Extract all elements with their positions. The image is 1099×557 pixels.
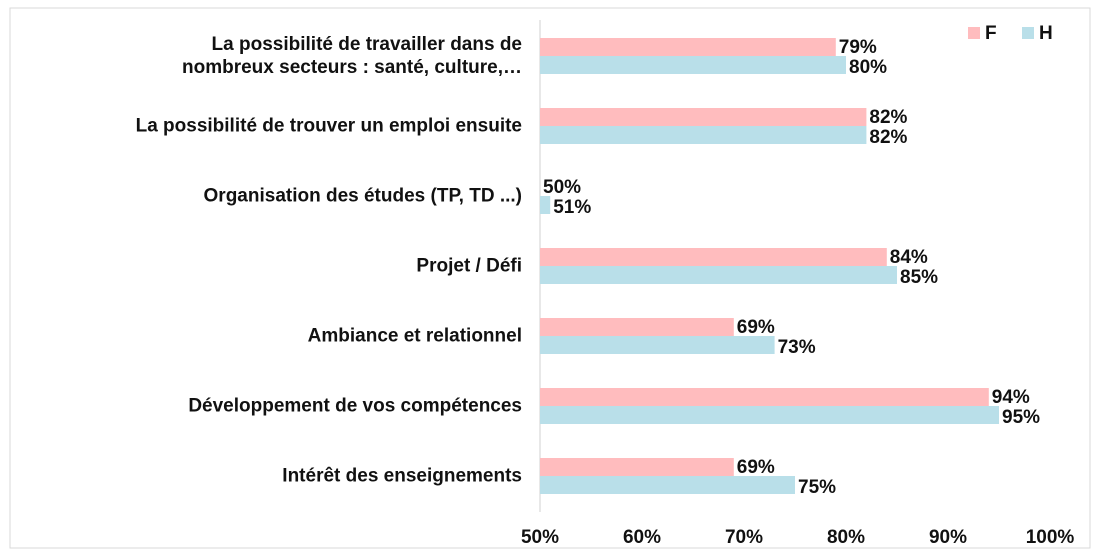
legend-label: H [1039,23,1053,44]
category-label: Intérêt des enseignements [282,465,522,487]
x-tick-label: 50% [521,527,559,548]
bar [540,108,867,126]
bar [540,458,734,476]
bar [540,126,867,144]
category-label: Organisation des études (TP, TD ...) [203,185,522,207]
bar [540,476,795,494]
bar [540,336,775,354]
x-tick-label: 70% [725,527,763,548]
category-label: Projet / Défi [416,255,522,277]
value-label: 94% [992,387,1030,408]
bar [540,56,846,74]
x-tick-label: 100% [1026,527,1075,548]
bar [540,196,551,214]
legend-label: F [985,23,997,44]
bar [540,388,989,406]
value-label: 75% [798,477,836,498]
legend-swatch [1022,27,1034,39]
bar [540,266,897,284]
value-label: 69% [737,457,775,478]
x-tick-label: 90% [929,527,967,548]
legend-swatch [968,27,980,39]
value-label: 51% [553,197,591,218]
bar [540,318,734,336]
x-tick-label: 80% [827,527,865,548]
value-label: 69% [737,317,775,338]
category-label: Développement de vos compétences [188,395,522,417]
category-label: La possibilité de travailler dans de nom… [182,34,522,78]
bar [540,406,999,424]
bar [540,248,887,266]
value-label: 85% [900,267,938,288]
x-tick-label: 60% [623,527,661,548]
value-label: 79% [839,37,877,58]
bar [540,38,836,56]
value-label: 95% [1002,407,1040,428]
value-label: 82% [869,127,907,148]
value-label: 84% [890,247,928,268]
category-label: La possibilité de trouver un emploi ensu… [135,115,522,137]
frame [9,7,1091,549]
value-label: 82% [869,107,907,128]
category-label: Ambiance et relationnel [307,325,522,347]
value-label: 50% [543,177,581,198]
value-label: 73% [778,337,816,358]
value-label: 80% [849,57,887,78]
